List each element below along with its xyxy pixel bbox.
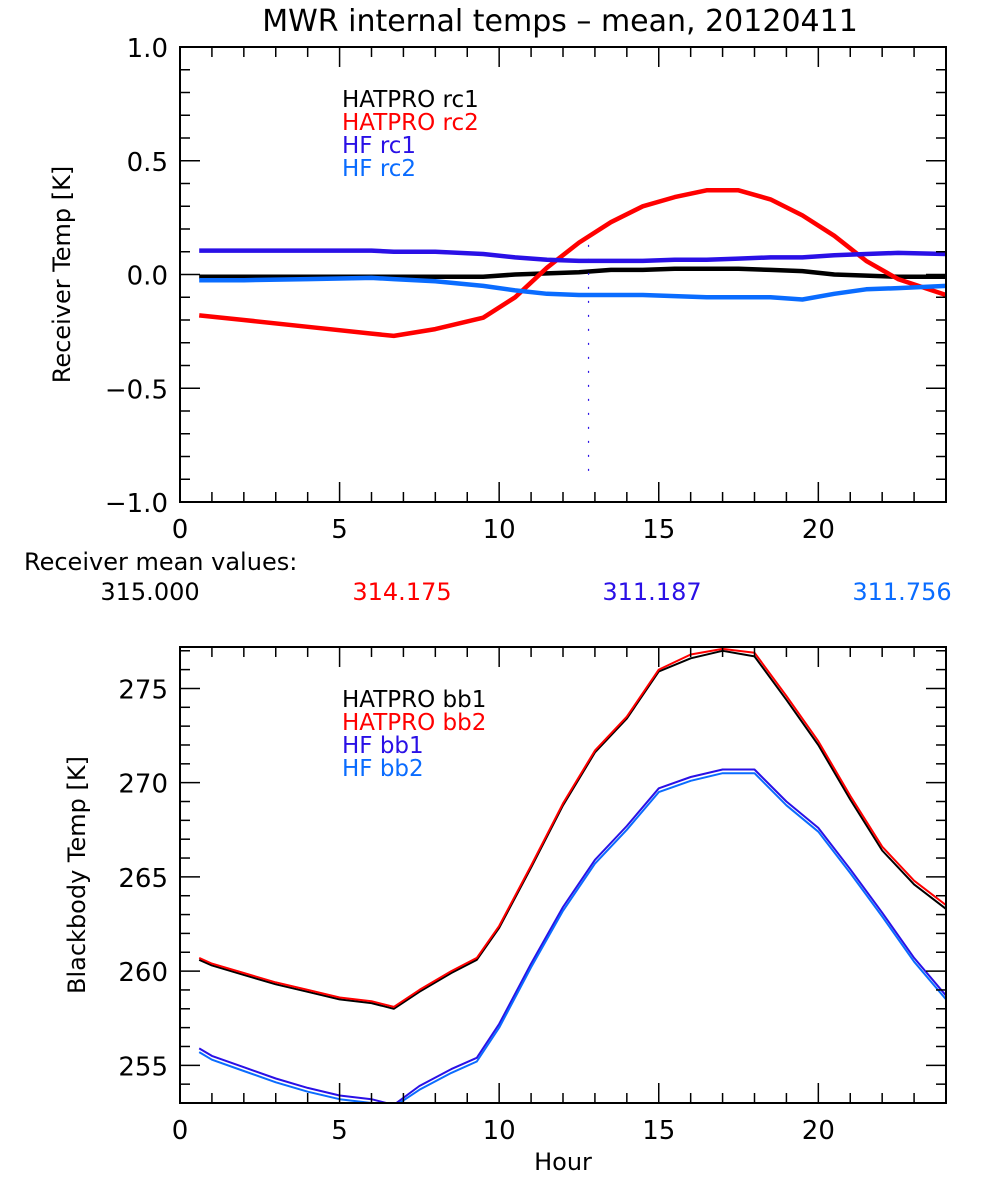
legend-entry: HF rc2	[342, 156, 416, 182]
x-tick-label: 5	[331, 1116, 348, 1146]
y-tick-label: 1.0	[127, 34, 168, 64]
receiver-temp-panel: 0 5 10 15 20 −1.0 −0.5 0.0 0.5 1.0 Receiver Temp…	[48, 34, 947, 545]
y-tick-label: 265	[118, 864, 168, 894]
y-tick-label: 0.5	[127, 148, 168, 178]
y-tick-label: 255	[118, 1052, 168, 1082]
receiver-y-tick-labels: −1.0 −0.5 0.0 0.5 1.0	[105, 34, 168, 519]
x-tick-label: 0	[172, 1116, 189, 1146]
legend-entry: HATPRO bb2	[342, 710, 486, 736]
x-tick-label: 20	[802, 1116, 835, 1146]
x-tick-label: 10	[483, 515, 516, 545]
blackbody-temp-panel: 0 5 10 15 20 255 260 265 270 275 Blackbody Temp …	[63, 646, 947, 1176]
y-tick-label: −1.0	[105, 489, 168, 519]
x-tick-label: 10	[483, 1116, 516, 1146]
x-tick-label: 0	[172, 515, 189, 545]
receiver-series-hatpro-rc2	[198, 188, 946, 339]
y-tick-label: 270	[118, 770, 168, 800]
receiver-series-hf-rc2	[199, 275, 946, 302]
mean-value: 315.000	[100, 578, 199, 606]
mean-values-label: Receiver mean values:	[24, 548, 297, 576]
blackbody-x-axis-label: Hour	[534, 1148, 592, 1176]
receiver-series-hf-rc1	[199, 248, 946, 264]
receiver-series-group	[198, 188, 946, 480]
y-tick-label: −0.5	[105, 375, 168, 405]
y-tick-label: 260	[118, 958, 168, 988]
receiver-x-tick-labels: 0 5 10 15 20	[172, 515, 835, 545]
y-tick-label: 0.0	[127, 262, 168, 292]
blackbody-series-hatpro-bb1	[198, 649, 946, 1010]
mean-value: 314.175	[352, 578, 451, 606]
blackbody-y-tick-labels: 255 260 265 270 275	[118, 675, 168, 1082]
legend-entry: HF rc1	[342, 133, 416, 159]
blackbody-x-tick-labels: 0 5 10 15 20	[172, 1116, 835, 1146]
blackbody-series-group	[198, 647, 946, 1103]
legend-entry: HF bb2	[342, 756, 424, 782]
mean-values-row: 315.000 314.175 311.187 311.756	[100, 578, 951, 606]
legend-entry: HF bb1	[342, 733, 424, 759]
receiver-series-hatpro-rc1	[199, 266, 946, 280]
blackbody-series-hf-bb1	[198, 768, 946, 1103]
legend-entry: HATPRO bb1	[342, 687, 486, 713]
legend-entry: HATPRO rc2	[342, 110, 479, 136]
blackbody-y-axis-label: Blackbody Temp [K]	[63, 756, 91, 994]
y-tick-label: 275	[118, 675, 168, 705]
mean-value: 311.756	[852, 578, 951, 606]
receiver-y-axis-label: Receiver Temp [K]	[48, 166, 76, 384]
receiver-axis-ticks	[179, 46, 947, 503]
x-tick-label: 20	[802, 515, 835, 545]
mean-value: 311.187	[602, 578, 701, 606]
x-tick-label: 15	[642, 1116, 675, 1146]
figure-title: MWR internal temps – mean, 20120411	[262, 4, 858, 39]
blackbody-series-hf-bb2	[198, 772, 946, 1103]
blackbody-axis-ticks	[179, 647, 947, 1104]
legend-entry: HATPRO rc1	[342, 87, 479, 113]
blackbody-series-hatpro-bb2	[198, 647, 946, 1008]
x-tick-label: 5	[331, 515, 348, 545]
blackbody-plot-frame	[179, 646, 947, 1104]
x-tick-label: 15	[642, 515, 675, 545]
